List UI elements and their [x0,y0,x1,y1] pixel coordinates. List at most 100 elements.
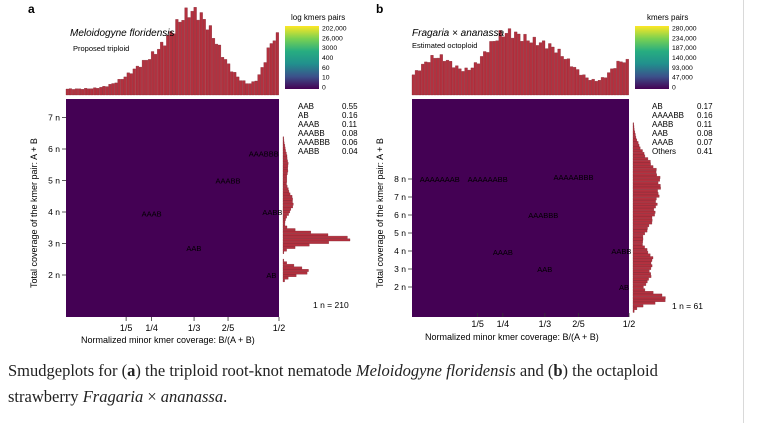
legend-label: AAAABB [652,111,684,120]
x-tick-label: 2/5 [572,319,585,329]
x-tick-label: 1/2 [623,319,636,329]
panel-b-xlabel: Normalized minor kmer coverage: B/(A + B… [425,332,599,342]
y-tick-label: 2 n [48,270,60,280]
smudge-label: AAABB [216,177,241,186]
legend-value: 0.16 [697,111,713,120]
colorbar-tick-label: 60 [322,65,330,72]
colorbar-tick-label: 3000 [322,45,337,52]
legend-label: AABB [298,147,319,156]
legend-label: AB [652,102,663,111]
colorbar-tick-label: 10 [322,75,330,82]
panel-b-top-histogram: Fragaria × ananassa Estimated octoploid [411,28,629,96]
colorbar-title: kmers pairs [647,13,688,22]
caption-text: × [143,387,161,406]
panel-b-n-estimate: 1 n = 61 [672,301,703,311]
x-tick-label: 2/5 [222,323,235,333]
panel-b-subtitle: Estimated octoploid [412,41,477,50]
colorbar-tick-label: 234,000 [672,35,697,42]
y-tick-label: 4 n [48,207,60,217]
legend-label: Others [652,147,676,156]
colorbar-tick-label: 202,000 [322,26,347,33]
legend-label: AAAB [298,120,319,129]
smudge-label: AAAAAAAB [420,175,460,184]
panel-a-subtitle: Proposed triploid [73,44,129,53]
colorbar-title: log kmers pairs [291,13,345,22]
legend-value: 0.55 [342,102,358,111]
caption-panel-ref: a [127,361,136,380]
y-tick-label: 5 n [394,228,406,238]
smudge-label: AAB [186,244,201,253]
y-tick-label: 6 n [48,144,60,154]
smudge-label: AAB [537,265,552,274]
y-tick-label: 4 n [394,246,406,256]
panel-a-n-estimate: 1 n = 210 [313,300,349,310]
smudge-label: AAABBB [249,150,279,159]
colorbar-gradient [635,26,669,89]
legend-value: 0.41 [697,147,713,156]
panel-a-ylabel: Total coverage of the kmer pair: A + B [29,138,39,288]
smudge-label: AAABBB [528,211,558,220]
heatmap-background [66,99,279,317]
smudge-label: AAAB [142,210,162,219]
y-tick-label: 8 n [394,174,406,184]
y-tick-label: 3 n [48,239,60,249]
smudge-label: AAAAABBB [553,173,593,182]
panel-a-label: a [28,2,35,16]
caption-text: ) the octaploid strawberry [8,361,658,406]
x-tick-label: 1/4 [497,319,510,329]
caption-text: ) the triploid root-knot nematode [135,361,356,380]
caption-species: Fragaria [82,387,144,406]
caption-species: Meloidogyne floridensis [355,361,516,380]
x-tick-label: 1/2 [273,323,286,333]
legend-label: AAB [298,102,314,111]
right-histogram-bars [282,136,351,282]
colorbar-tick-label: 280,000 [672,26,697,33]
top-histogram-bars [65,7,279,96]
x-tick-label: 1/5 [471,319,484,329]
heatmap-background [412,99,629,317]
caption-text: Smudgeplots for ( [8,361,128,380]
caption-text: and ( [515,361,554,380]
y-tick-label: 7 n [394,192,406,202]
legend-label: AAABB [298,129,325,138]
y-tick-label: 2 n [394,282,406,292]
legend-value: 0.04 [342,147,358,156]
legend-value: 0.11 [697,120,713,129]
smudge-label: AABB [611,247,631,256]
colorbar-tick-label: 140,000 [672,55,697,62]
smudge-label: AAAAAABB [468,175,508,184]
panel-b-colorbar: kmers pairs 280,000 234,000 187,000 140,000… [635,13,697,92]
legend-value: 0.08 [342,129,358,138]
panel-b: b Fragaria × ananassa Estimated octoploi… [375,2,713,342]
panel-a-heatmap: AB AAB AAAB AAABB AABB AAABBB [66,99,282,317]
panel-b-species: Fragaria × ananassa [412,28,504,39]
panel-a-colorbar: log kmers pairs 202,000 26,000 3000 400 60 10… [285,13,347,92]
legend-label: AABB [652,120,673,129]
smudge-label: AB [619,283,629,292]
page-divider [743,0,744,423]
x-tick-label: 1/3 [539,319,552,329]
panel-b-heatmap: AB AAB AAAB AABB AAABBB AAAAAABB AAAAAAAB AAAAA… [412,99,631,317]
panel-a-xlabel: Normalized minor kmer coverage: B/(A + B… [81,335,255,345]
smudge-label: AAAB [493,248,513,257]
legend-value: 0.08 [697,129,713,138]
legend-label: AAB [652,129,668,138]
colorbar-tick-label: 93,000 [672,65,693,72]
panel-a-top-histogram: Meloidogyne floridensis Proposed triploi… [65,7,279,96]
x-tick-label: 1/3 [188,323,201,333]
y-tick-label: 5 n [48,176,60,186]
smudge-label: AABB [262,208,282,217]
panel-b-ylabel: Total coverage of the kmer pair: A + B [375,138,385,288]
legend-value: 0.16 [342,111,358,120]
colorbar-tick-label: 0 [322,85,326,92]
figure-caption: Smudgeplots for (a) the triploid root-kn… [8,358,728,410]
colorbar-tick-label: 400 [322,55,334,62]
colorbar-tick-label: 187,000 [672,45,697,52]
legend-label: AAAB [652,138,673,147]
caption-text: . [223,387,228,406]
colorbar-tick-label: 47,000 [672,75,693,82]
y-tick-label: 7 n [48,113,60,123]
colorbar-tick-label: 26,000 [322,35,343,42]
x-tick-label: 1/5 [120,323,133,333]
right-histogram-bars [632,122,666,313]
